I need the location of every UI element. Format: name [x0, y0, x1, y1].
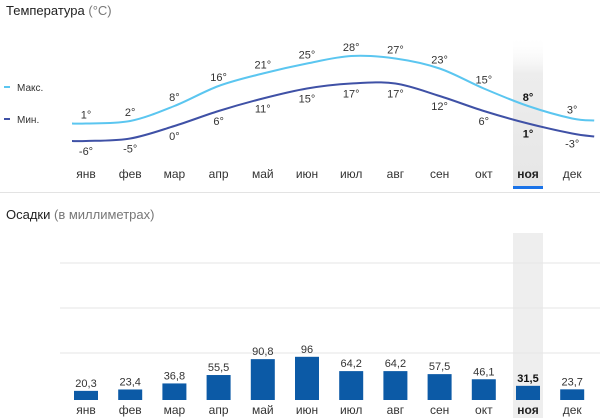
month-label: авг [387, 403, 405, 417]
min-temp-label: 6° [213, 116, 224, 128]
min-temp-label: 17° [343, 89, 360, 101]
month-label: окт [475, 167, 493, 181]
precip-value-label: 23,4 [119, 376, 140, 388]
max-temp-label: 1° [81, 110, 92, 122]
min-temp-label: 0° [169, 131, 180, 143]
legend-max-swatch [4, 86, 10, 88]
precip-value-label: 31,5 [517, 373, 538, 385]
precip-value-label: 96 [301, 344, 313, 356]
max-temp-label: 3° [567, 105, 578, 117]
max-temp-label: 8° [169, 92, 180, 104]
month-label: сен [430, 167, 449, 181]
precip-bar [516, 385, 540, 400]
max-temp-label: 27° [387, 45, 404, 57]
max-temp-label: 2° [125, 107, 136, 119]
month-label: апр [209, 167, 229, 181]
month-label: окт [475, 403, 493, 417]
precip-bar [427, 374, 452, 400]
precip-bar [118, 389, 143, 400]
precip-value-label: 20,3 [75, 378, 96, 390]
month-label: янв [76, 167, 96, 181]
temperature-unit: (°C) [88, 3, 112, 18]
precip-value-label: 64,2 [340, 358, 361, 370]
precipitation-unit: (в миллиметрах) [54, 207, 155, 222]
precip-value-label: 64,2 [385, 358, 406, 370]
month-label: май [252, 167, 274, 181]
precip-value-label: 55,5 [208, 362, 229, 374]
max-temp-label: 28° [343, 42, 360, 54]
precip-value-label: 46,1 [473, 366, 494, 378]
month-label: июл [340, 167, 362, 181]
current-month-underline [513, 186, 543, 189]
legend-min-label: Мин. [17, 115, 39, 126]
precip-bar [162, 383, 187, 400]
min-temp-label: 6° [479, 116, 490, 128]
max-temp-label: 16° [210, 72, 227, 84]
precip-value-label: 36,8 [164, 370, 185, 382]
min-temp-label: -5° [123, 144, 137, 156]
month-label: авг [387, 167, 405, 181]
precip-bar [339, 371, 364, 400]
precip-bar [250, 359, 275, 400]
min-temp-label: 17° [387, 89, 404, 101]
precip-value-label: 57,5 [429, 361, 450, 373]
min-temp-label: 1° [523, 129, 534, 141]
precip-bar [471, 379, 496, 400]
month-label: ноя [517, 167, 538, 181]
min-temp-label: 12° [431, 101, 448, 113]
section-divider [0, 192, 600, 193]
current-month-highlight [513, 36, 543, 188]
month-label: фев [119, 403, 142, 417]
precip-value-label: 90,8 [252, 346, 273, 358]
precip-bar [74, 390, 98, 400]
month-label: апр [209, 403, 229, 417]
month-label: мар [164, 403, 186, 417]
max-temp-label: 15° [475, 75, 492, 87]
max-temp-label: 21° [254, 60, 271, 72]
min-temp-label: -6° [79, 146, 93, 158]
min-temp-line [71, 81, 595, 143]
month-label: янв [76, 403, 96, 417]
month-label: дек [563, 403, 583, 417]
max-temp-label: 8° [523, 92, 534, 104]
month-label: июн [296, 403, 318, 417]
month-label: сен [430, 403, 449, 417]
min-temp-label: 15° [299, 94, 316, 106]
precip-bar [206, 375, 231, 400]
max-temp-label: 25° [299, 50, 316, 62]
legend-min-swatch [4, 118, 10, 120]
month-label: май [252, 403, 274, 417]
precip-bar [560, 389, 585, 400]
month-label: дек [563, 167, 583, 181]
month-label: фев [119, 167, 142, 181]
precip-bar [383, 371, 408, 400]
temperature-title: Температура (°C) [6, 3, 112, 18]
month-label: ноя [517, 403, 538, 417]
min-temp-label: -3° [565, 139, 579, 151]
max-temp-line [71, 54, 595, 125]
month-label: мар [164, 167, 186, 181]
max-temp-label: 23° [431, 55, 448, 67]
precipitation-title: Осадки (в миллиметрах) [6, 207, 155, 222]
precip-bar [295, 356, 319, 400]
month-label: июн [296, 167, 318, 181]
min-temp-label: 11° [255, 104, 271, 116]
legend-max-label: Макс. [17, 83, 43, 94]
month-label: июл [340, 403, 362, 417]
precip-value-label: 23,7 [561, 376, 582, 388]
